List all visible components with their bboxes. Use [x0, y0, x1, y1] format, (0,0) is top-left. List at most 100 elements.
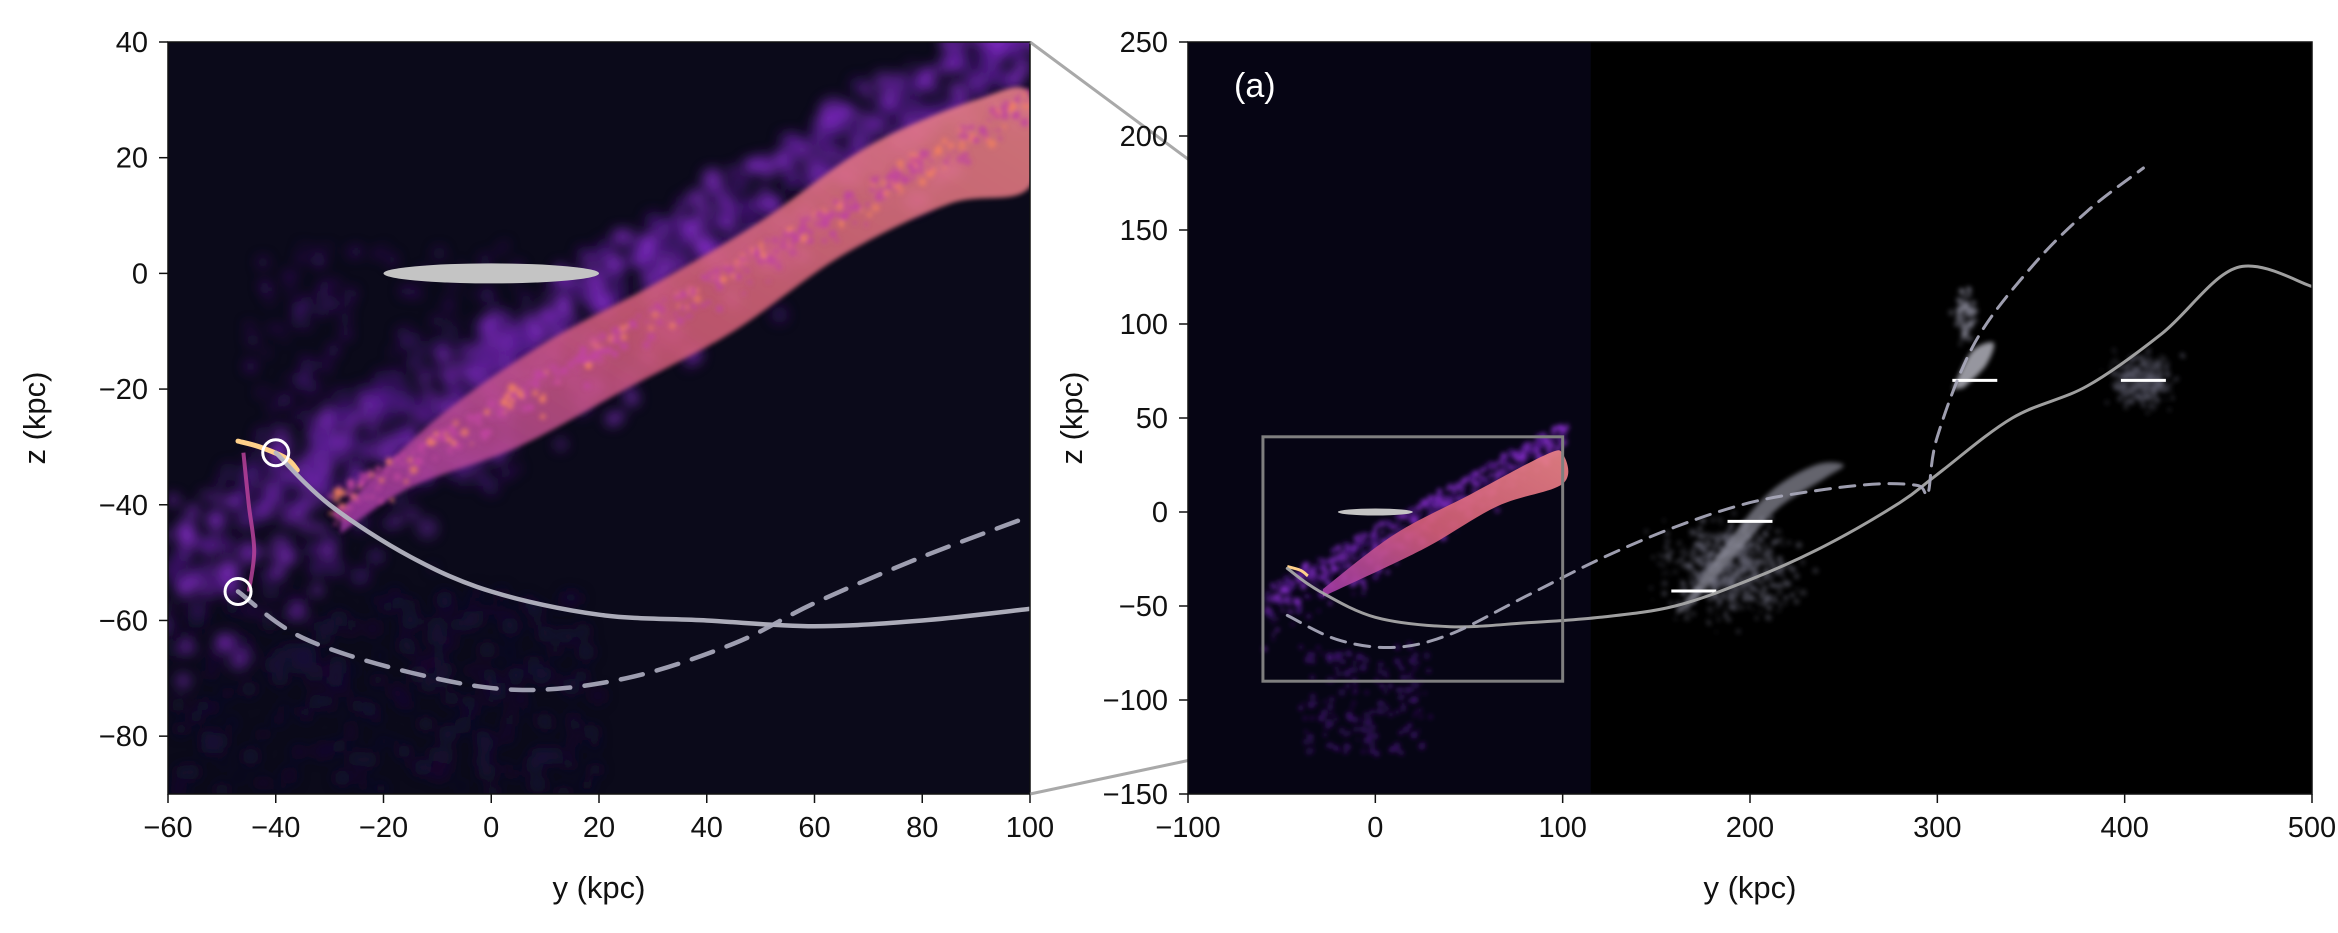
debris-blob	[1336, 566, 1341, 571]
grey-debris-blob	[1748, 541, 1755, 548]
stream-clump	[647, 324, 654, 332]
debris-blob	[1003, 2, 1021, 20]
debris-blob	[1394, 709, 1400, 715]
stream-clump	[525, 379, 534, 387]
grey-debris-blob	[1649, 586, 1653, 590]
stream-clump	[548, 363, 554, 369]
stream-clump	[1011, 111, 1021, 120]
debris-blob	[352, 769, 368, 785]
grey-debris-blob	[2169, 389, 2173, 393]
grey-debris-blob	[1955, 307, 1962, 313]
debris-blob	[1346, 555, 1351, 559]
stream-clump	[737, 262, 741, 267]
debris-blob	[1385, 569, 1391, 575]
debris-blob	[349, 245, 363, 258]
debris-blob	[233, 634, 247, 648]
debris-blob	[1326, 725, 1331, 730]
grey-debris-blob	[1728, 604, 1734, 610]
debris-blob	[1386, 668, 1389, 671]
grey-debris-blob	[1709, 613, 1712, 616]
grey-debris-blob	[1793, 573, 1800, 580]
debris-blob	[291, 300, 297, 307]
debris-blob	[305, 682, 314, 690]
debris-blob	[1351, 543, 1354, 547]
grey-debris-blob	[1728, 524, 1734, 530]
debris-blob	[429, 616, 446, 632]
debris-blob	[170, 780, 188, 794]
debris-blob	[1045, 85, 1051, 91]
grey-debris-blob	[1669, 572, 1672, 576]
right-orbit-lines	[1285, 166, 2312, 650]
debris-blob	[1366, 734, 1372, 739]
left-y-axis-label: z (kpc)	[17, 372, 52, 465]
stream-clump	[673, 311, 679, 317]
stream-clump	[590, 336, 599, 345]
grey-debris-blob	[1678, 540, 1682, 544]
debris-blob	[520, 292, 533, 306]
debris-blob	[1345, 711, 1353, 719]
stream-clump	[496, 413, 501, 418]
debris-blob	[169, 623, 176, 630]
grey-debris-blob	[2122, 366, 2126, 370]
debris-blob	[782, 187, 790, 194]
stream-clump	[744, 268, 750, 274]
debris-blob	[1422, 503, 1427, 508]
grey-debris-blob	[1699, 562, 1705, 568]
grey-debris-blob	[1969, 325, 1972, 328]
left-x-tick-label: −60	[143, 812, 192, 844]
debris-blob	[1309, 693, 1316, 700]
grey-debris-blob	[1697, 541, 1703, 547]
debris-blob	[1353, 689, 1359, 694]
stream-clump	[460, 427, 469, 437]
grey-debris-blob	[1717, 602, 1721, 605]
debris-blob	[388, 368, 400, 380]
stream-clump	[540, 371, 547, 379]
debris-blob	[347, 618, 360, 631]
stream-clump	[852, 220, 857, 225]
stream-clump	[369, 493, 376, 500]
grey-debris-blob	[1661, 554, 1666, 560]
grey-debris-blob	[1745, 590, 1752, 596]
debris-blob	[506, 633, 516, 642]
grey-debris-blob	[1750, 552, 1755, 557]
grey-debris-blob	[1958, 341, 1963, 347]
grey-debris-blob	[1795, 572, 1798, 575]
stream-clump	[921, 149, 931, 158]
debris-blob	[340, 328, 352, 340]
right-orbit-solid	[1285, 264, 2312, 629]
debris-blob	[503, 310, 515, 322]
debris-blob	[682, 205, 690, 213]
debris-blob	[810, 119, 823, 133]
grey-debris-blob	[1755, 533, 1761, 539]
grey-debris-blob	[2156, 397, 2161, 402]
debris-blob	[1298, 582, 1301, 586]
grey-debris-blob	[1664, 552, 1670, 558]
stream-clump	[866, 211, 873, 218]
debris-blob	[201, 490, 210, 499]
debris-blob	[500, 241, 509, 250]
stream-clump	[383, 474, 388, 479]
debris-blob	[274, 647, 283, 656]
debris-blob	[1359, 663, 1367, 672]
stream-clump	[838, 220, 845, 227]
debris-blob	[687, 188, 707, 208]
debris-blob	[379, 383, 401, 406]
grey-debris-blob	[1760, 586, 1763, 589]
debris-blob	[1009, 14, 1018, 23]
debris-blob	[309, 438, 322, 451]
debris-blob	[321, 750, 331, 760]
debris-blob	[245, 333, 260, 348]
debris-blob	[1327, 742, 1333, 749]
debris-blob	[454, 716, 472, 734]
right-y-tick-label: 150	[1120, 215, 1168, 247]
debris-blob	[1517, 463, 1521, 467]
debris-blob	[1479, 467, 1486, 473]
stream-clump	[910, 157, 919, 166]
grey-debris-blob	[1700, 555, 1705, 560]
debris-blob	[440, 383, 446, 389]
debris-blob	[207, 650, 214, 657]
grey-debris-blob	[1664, 538, 1671, 544]
grey-debris-blob	[1692, 567, 1696, 572]
stream-clump	[993, 111, 1001, 120]
debris-blob	[372, 249, 382, 259]
